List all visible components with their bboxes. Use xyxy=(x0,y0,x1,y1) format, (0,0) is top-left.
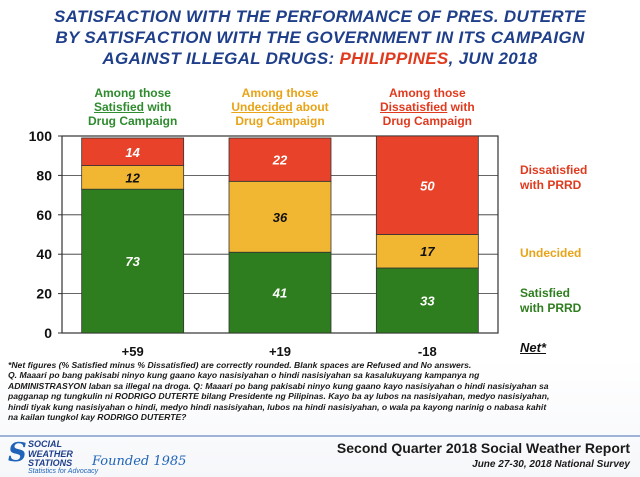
bar-value-label: 41 xyxy=(272,286,287,301)
net-value: +19 xyxy=(269,344,291,359)
footer-divider xyxy=(0,435,640,437)
y-tick-label: 40 xyxy=(36,246,52,262)
bar-value-label: 50 xyxy=(420,178,435,193)
net-value: +59 xyxy=(122,344,144,359)
y-tick-label: 80 xyxy=(36,167,52,183)
bar-segment xyxy=(228,180,332,253)
y-tick-label: 0 xyxy=(44,325,52,341)
title-line-2: BY SATISFACTION WITH THE GOVERNMENT IN I… xyxy=(55,28,585,47)
category-header: Among those Satisfied with Drug Campaign xyxy=(87,86,178,128)
chart-title: SATISFACTION WITH THE PERFORMANCE OF PRE… xyxy=(0,6,640,69)
bar-value-label: 12 xyxy=(125,170,140,185)
bar-segment xyxy=(375,135,479,235)
series-label: Dissatisfied with PRRD xyxy=(520,163,588,192)
bar-value-label: 14 xyxy=(125,145,140,160)
logo-tagline: Statistics for Advocacy xyxy=(28,468,99,475)
note-line-3: ADMINISTRASYON laban sa illegal na droga… xyxy=(8,380,549,391)
bar-value-label: 33 xyxy=(420,293,435,308)
sws-logo: S SOCIAL WEATHER STATIONS Founded 1985 S… xyxy=(6,436,206,476)
bar-segment xyxy=(375,267,479,334)
bar-value-label: 36 xyxy=(273,210,288,225)
net-label: Net* xyxy=(520,340,547,355)
y-tick-label: 20 xyxy=(36,286,52,302)
bar-value-label: 73 xyxy=(125,254,140,269)
note-line-5: hindi tiyak kung nasisiyahan o hindi, me… xyxy=(8,401,547,412)
survey-dates: June 27-30, 2018 National Survey xyxy=(472,459,630,470)
y-tick-label: 100 xyxy=(29,128,53,144)
series-label: Satisfied with PRRD xyxy=(520,286,582,315)
title-line-1: SATISFACTION WITH THE PERFORMANCE OF PRE… xyxy=(54,7,586,26)
bar-segment xyxy=(228,251,332,334)
footnotes: *Net figures (% Satisfied minus % Dissat… xyxy=(8,360,634,422)
title-highlight: PHILIPPINES xyxy=(339,49,449,68)
net-value: -18 xyxy=(418,344,437,359)
bar-segment xyxy=(228,137,332,182)
category-header: Among those Dissatisfied with Drug Campaig… xyxy=(379,86,475,128)
category-header: Among those Undecided about Drug Campaign xyxy=(231,86,329,128)
note-line-6: na kailan tungkol kay RODRIGO DUTERTE? xyxy=(8,412,187,423)
logo-s-icon: S xyxy=(8,438,27,468)
note-line-1: *Net figures (% Satisfied minus % Dissat… xyxy=(8,360,472,370)
report-title: Second Quarter 2018 Social Weather Repor… xyxy=(336,440,630,456)
y-tick-label: 60 xyxy=(36,207,52,223)
bar-value-label: 17 xyxy=(420,244,435,259)
bar-segment xyxy=(81,188,185,334)
bar-value-label: 22 xyxy=(272,153,288,168)
note-line-4: pagganap ng tungkulin ni RODRIGO DUTERTE… xyxy=(8,391,550,402)
title-line-3: AGAINST ILLEGAL DRUGS: PHILIPPINES, JUN … xyxy=(102,49,538,68)
logo-text: SOCIAL WEATHER STATIONS xyxy=(28,439,73,468)
series-label: Undecided xyxy=(520,246,582,260)
bar-segment xyxy=(375,234,479,269)
logo-founded: Founded 1985 xyxy=(92,454,187,469)
note-line-2: Q. Maaari po bang pakisabi ninyo kung ga… xyxy=(8,370,480,381)
bar-segment xyxy=(81,137,185,166)
stacked-bar-chart: 0 20 40 60 80 100 73 12 14 +59 41 36 22 +19 33 17 50 -18 xyxy=(29,128,499,359)
